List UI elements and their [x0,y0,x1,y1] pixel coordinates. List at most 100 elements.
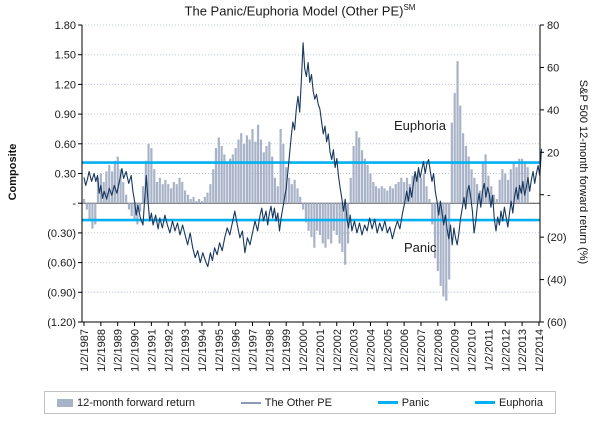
x-tick-label: 1/2/2001 [315,329,327,372]
forward-return-bar [108,165,111,204]
forward-return-bar [234,148,237,204]
forward-return-bar [481,162,484,204]
forward-return-bar [189,198,192,204]
forward-return-bar [254,141,257,204]
forward-return-bar [372,181,375,204]
right-tick-label: (20) [547,232,567,244]
forward-return-bar [360,150,364,204]
forward-return-bar [94,203,97,225]
forward-return-bar [161,184,164,204]
forward-return-bar [200,201,204,204]
forward-return-bar [197,198,201,204]
forward-return-bar [490,186,493,204]
x-tick-label: 1/2/1991 [146,329,158,372]
forward-return-bar [170,188,173,204]
legend-item-other-pe: The Other PE [240,396,332,409]
right-tick-label: (60) [547,317,567,329]
forward-return-bar [400,177,403,204]
forward-return-bar [237,139,240,204]
other-pe-line [83,42,543,268]
forward-return-bar [195,201,198,204]
forward-return-bar [184,190,187,204]
forward-return-bar [175,184,178,204]
left-tick-label: 1.20 [55,79,76,91]
x-tick-label: 1/2/1989 [113,329,125,372]
x-tick-label: 1/2/2010 [467,329,479,372]
forward-return-bar [321,203,324,244]
x-tick-label: 1/2/2002 [332,329,344,372]
forward-return-bar [287,177,291,204]
forward-return-bar [498,179,501,204]
forward-return-bar [403,181,406,204]
x-tick-label: 1/2/2011 [483,329,495,371]
forward-return-bar [212,169,215,204]
forward-return-bar [374,186,378,204]
forward-return-bar [439,203,442,286]
forward-return-bar [436,203,439,272]
legend-item-euphoria: Euphoria [474,397,543,409]
forward-return-bar [296,188,299,204]
bar-swatch-icon [57,398,73,407]
forward-return-bar [459,105,462,204]
forward-return-bar [352,145,355,204]
x-tick-label: 1/2/2008 [433,329,445,372]
forward-return-bar [332,203,335,231]
forward-return-bar [153,169,156,204]
forward-return-bar [467,156,470,204]
x-tick-label: 1/2/1998 [264,329,276,372]
x-tick-label: 1/2/1990 [130,329,142,372]
forward-return-bar [122,181,125,204]
forward-return-bar [167,184,170,204]
forward-return-bar [248,139,251,204]
x-tick-label: 1/2/1988 [96,329,108,372]
forward-return-bar [206,192,209,204]
forward-return-bar [428,198,431,204]
forward-return-bar [181,181,184,204]
forward-return-bar [299,196,302,204]
forward-return-bar [301,203,305,210]
legend: 12-month forward return The Other PE Pan… [44,391,556,414]
forward-return-bar [220,145,223,204]
forward-return-bar [147,143,150,204]
forward-return-bar [417,171,420,204]
forward-return-bar [271,156,274,204]
forward-return-bar [111,171,114,204]
forward-return-bar [127,203,131,210]
forward-return-bar [290,184,293,204]
forward-return-bar [349,177,352,204]
forward-return-bar [512,162,515,204]
forward-return-bar [172,181,175,204]
forward-return-bar [304,203,308,223]
forward-return-bar [492,194,496,204]
forward-return-bar [164,179,167,204]
forward-return-bar [141,186,145,204]
forward-return-bar [338,203,341,244]
forward-return-bar [414,173,417,204]
forward-return-bar [113,160,116,204]
forward-return-bar [405,177,409,204]
forward-return-bar [91,203,94,229]
forward-return-bar [380,186,383,204]
legend-label-other-pe: The Other PE [264,396,332,409]
forward-return-bar [259,139,263,204]
forward-return-bar [268,141,271,204]
left-tick-label: (0.60) [47,258,76,270]
left-tick-label: (0.30) [47,228,76,240]
forward-return-bar [251,128,254,204]
forward-return-bar [509,169,512,204]
forward-return-bar [315,203,319,231]
right-tick-label: (40) [547,275,567,287]
forward-return-bar [495,198,498,204]
legend-item-panic: Panic [377,397,429,409]
forward-return-bar [515,167,518,204]
forward-return-bar [133,203,136,221]
forward-return-bar [192,196,195,204]
x-tick-label: 1/2/2006 [399,329,411,372]
right-tick-label: 40 [547,105,559,117]
right-tick-label: 20 [547,147,559,159]
legend-item-forward-return: 12-month forward return [57,397,195,409]
euphoria-line-swatch-icon [474,401,495,404]
forward-return-bar [518,158,521,204]
x-tick-label: 1/2/2012 [500,329,512,372]
